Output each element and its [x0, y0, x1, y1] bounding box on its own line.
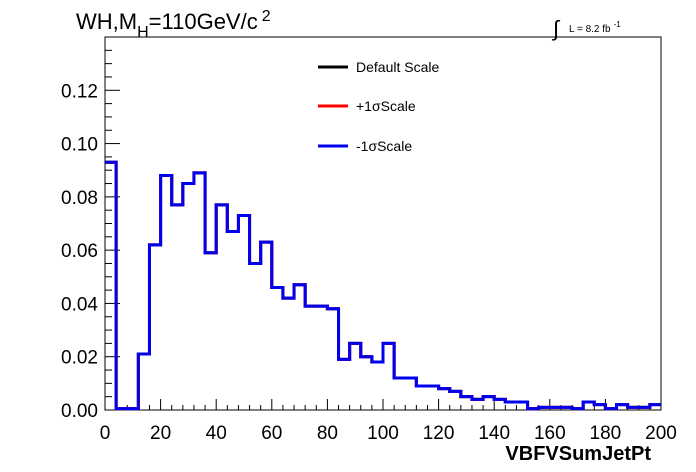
- y-axis: 0.00 0.02 0.04 0.06 0.08 0.10 0.12: [61, 36, 120, 422]
- luminosity-integral-symbol: ∫: [551, 16, 561, 41]
- y-tick-label: 0.10: [61, 135, 98, 156]
- y-tick-label: 0.12: [61, 81, 98, 102]
- x-tick-label: 200: [645, 423, 677, 444]
- x-tick-label: 80: [317, 423, 338, 444]
- x-tick-label: 180: [590, 423, 622, 444]
- legend: Default Scale +1σScale -1σScale: [318, 59, 439, 154]
- legend-label-minus1sigma: -1σScale: [356, 138, 412, 154]
- series-layer: [105, 160, 661, 411]
- x-tick-label: 60: [261, 423, 282, 444]
- x-tick-label: 0: [100, 423, 111, 444]
- luminosity-label: L = 8.2 fb -1: [569, 20, 621, 35]
- x-tick-label: 160: [534, 423, 566, 444]
- y-tick-label: 0.00: [61, 401, 98, 422]
- x-tick-label: 20: [150, 423, 171, 444]
- y-tick-label: 0.04: [61, 294, 98, 315]
- y-tick-label: 0.06: [61, 241, 98, 262]
- x-tick-label: 140: [478, 423, 510, 444]
- chart-title: WH,MH=110GeV/c 2: [76, 8, 271, 41]
- legend-label-default: Default Scale: [356, 59, 439, 75]
- series-line-2: [105, 160, 661, 411]
- y-tick-label: 0.08: [61, 188, 98, 209]
- x-axis-label: VBFVSumJetPt: [505, 443, 651, 465]
- x-tick-label: 100: [367, 423, 399, 444]
- legend-label-plus1sigma: +1σScale: [356, 98, 416, 114]
- y-tick-label: 0.02: [61, 348, 98, 369]
- x-tick-label: 40: [206, 423, 227, 444]
- x-axis: 0 20 40 60 80 100 120 140 160 180 200: [100, 399, 677, 444]
- series-line-0: [105, 160, 661, 411]
- x-tick-label: 120: [423, 423, 455, 444]
- series-line-1: [105, 160, 661, 411]
